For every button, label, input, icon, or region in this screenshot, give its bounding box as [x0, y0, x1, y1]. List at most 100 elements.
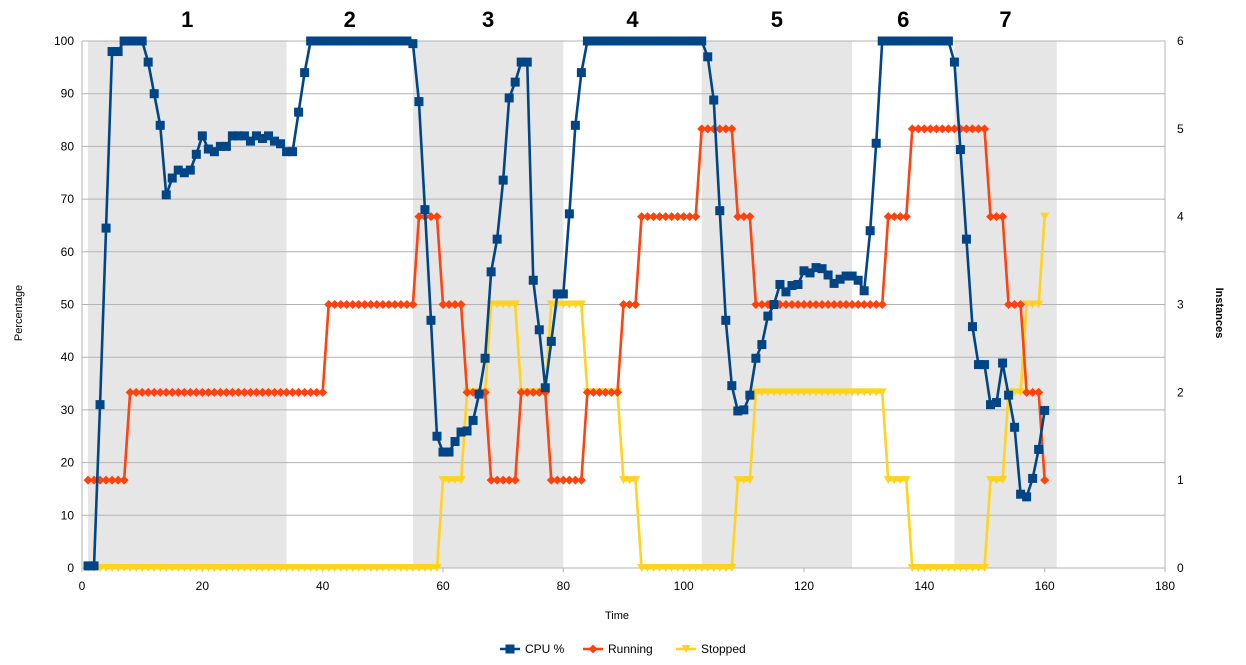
phase-label-1: 1 [181, 7, 193, 32]
data-point-cpu [859, 286, 869, 296]
data-point-running [643, 212, 653, 222]
data-point-running [1004, 300, 1014, 309]
data-point-cpu [781, 287, 791, 297]
data-point-running [1010, 300, 1020, 309]
data-point-stopped [570, 300, 580, 309]
y-axis-label: Percentage [13, 285, 25, 341]
data-point-stopped [643, 564, 653, 572]
data-point-stopped [221, 564, 231, 572]
data-point-running [504, 475, 514, 485]
data-point-running [143, 387, 153, 397]
data-point-running [258, 387, 267, 397]
data-point-running [901, 212, 911, 222]
data-point-stopped [384, 564, 394, 572]
data-point-stopped [901, 476, 911, 485]
data-point-cpu [961, 234, 971, 244]
data-point-running [270, 387, 280, 397]
data-point-running [612, 387, 622, 397]
data-point-running [251, 387, 261, 397]
data-point-running [384, 300, 394, 309]
legend-swatch-marker [588, 644, 598, 654]
phase-label-3: 3 [482, 7, 494, 32]
data-point-stopped [649, 564, 659, 572]
data-point-cpu [462, 426, 472, 436]
y2-tick-label: 1 [1177, 473, 1184, 487]
data-point-stopped [498, 300, 508, 309]
data-point-stopped [986, 476, 996, 485]
data-point-running [215, 387, 225, 397]
data-point-running [661, 212, 671, 222]
data-point-running [113, 475, 123, 485]
data-point-cpu [955, 145, 965, 155]
phase-label-2: 2 [344, 7, 356, 32]
y-tick-label: 20 [61, 456, 75, 470]
data-point-cpu [534, 325, 544, 335]
data-point-running [1034, 387, 1044, 397]
data-point-stopped [1016, 388, 1026, 397]
data-point-stopped [1034, 300, 1044, 309]
data-point-stopped [215, 564, 225, 572]
data-point-running [149, 387, 159, 397]
data-point-running [793, 300, 803, 309]
x-tick-label: 160 [1035, 579, 1055, 593]
data-point-stopped [980, 564, 989, 572]
data-point-cpu [576, 68, 586, 78]
data-point-running [354, 300, 364, 309]
data-point-stopped [811, 388, 821, 397]
data-point-stopped [919, 564, 929, 572]
data-point-stopped [787, 388, 797, 397]
data-point-stopped [925, 564, 935, 572]
data-point-cpu [450, 437, 460, 447]
data-point-running [486, 475, 496, 485]
data-point-running [895, 212, 905, 222]
data-point-running [811, 300, 821, 309]
data-point-stopped [546, 300, 556, 309]
data-point-running [348, 300, 358, 309]
data-point-running [155, 387, 165, 397]
data-point-running [276, 387, 286, 397]
data-point-running [185, 387, 195, 397]
data-point-stopped [625, 476, 635, 485]
data-point-stopped [336, 564, 346, 572]
data-point-cpu [967, 322, 977, 332]
data-point-stopped [841, 388, 851, 397]
data-point-running [167, 387, 177, 397]
data-point-stopped [233, 564, 243, 572]
data-point-stopped [149, 564, 159, 572]
data-point-stopped [859, 388, 869, 397]
data-point-stopped [751, 388, 761, 397]
data-point-cpu [763, 311, 773, 321]
data-point-stopped [143, 564, 153, 572]
data-point-cpu [697, 36, 707, 46]
data-point-stopped [167, 564, 177, 572]
data-point-running [137, 387, 147, 397]
data-point-running [426, 212, 436, 222]
x-tick-label: 20 [196, 579, 210, 593]
data-point-stopped [757, 388, 767, 397]
data-point-running [986, 212, 996, 222]
data-point-cpu [276, 139, 286, 149]
data-point-cpu [288, 147, 298, 157]
data-point-stopped [378, 564, 388, 572]
data-point-cpu [300, 68, 310, 78]
data-point-cpu [558, 289, 568, 299]
data-point-stopped [408, 564, 418, 572]
data-point-running [396, 300, 406, 309]
data-point-cpu [191, 149, 201, 159]
data-point-stopped [799, 388, 809, 397]
data-point-cpu [769, 300, 779, 309]
data-point-stopped [396, 564, 406, 572]
data-point-running [649, 212, 659, 222]
data-point-running [510, 475, 520, 485]
data-point-running [444, 300, 454, 309]
data-point-cpu [474, 389, 484, 399]
data-point-stopped [967, 564, 977, 572]
data-point-running [715, 124, 725, 134]
data-point-cpu [492, 234, 502, 244]
data-point-stopped [239, 564, 249, 572]
data-point-stopped [125, 564, 135, 572]
data-point-running [637, 212, 647, 222]
legend-swatch-marker [505, 644, 515, 654]
data-point-stopped [155, 564, 165, 572]
